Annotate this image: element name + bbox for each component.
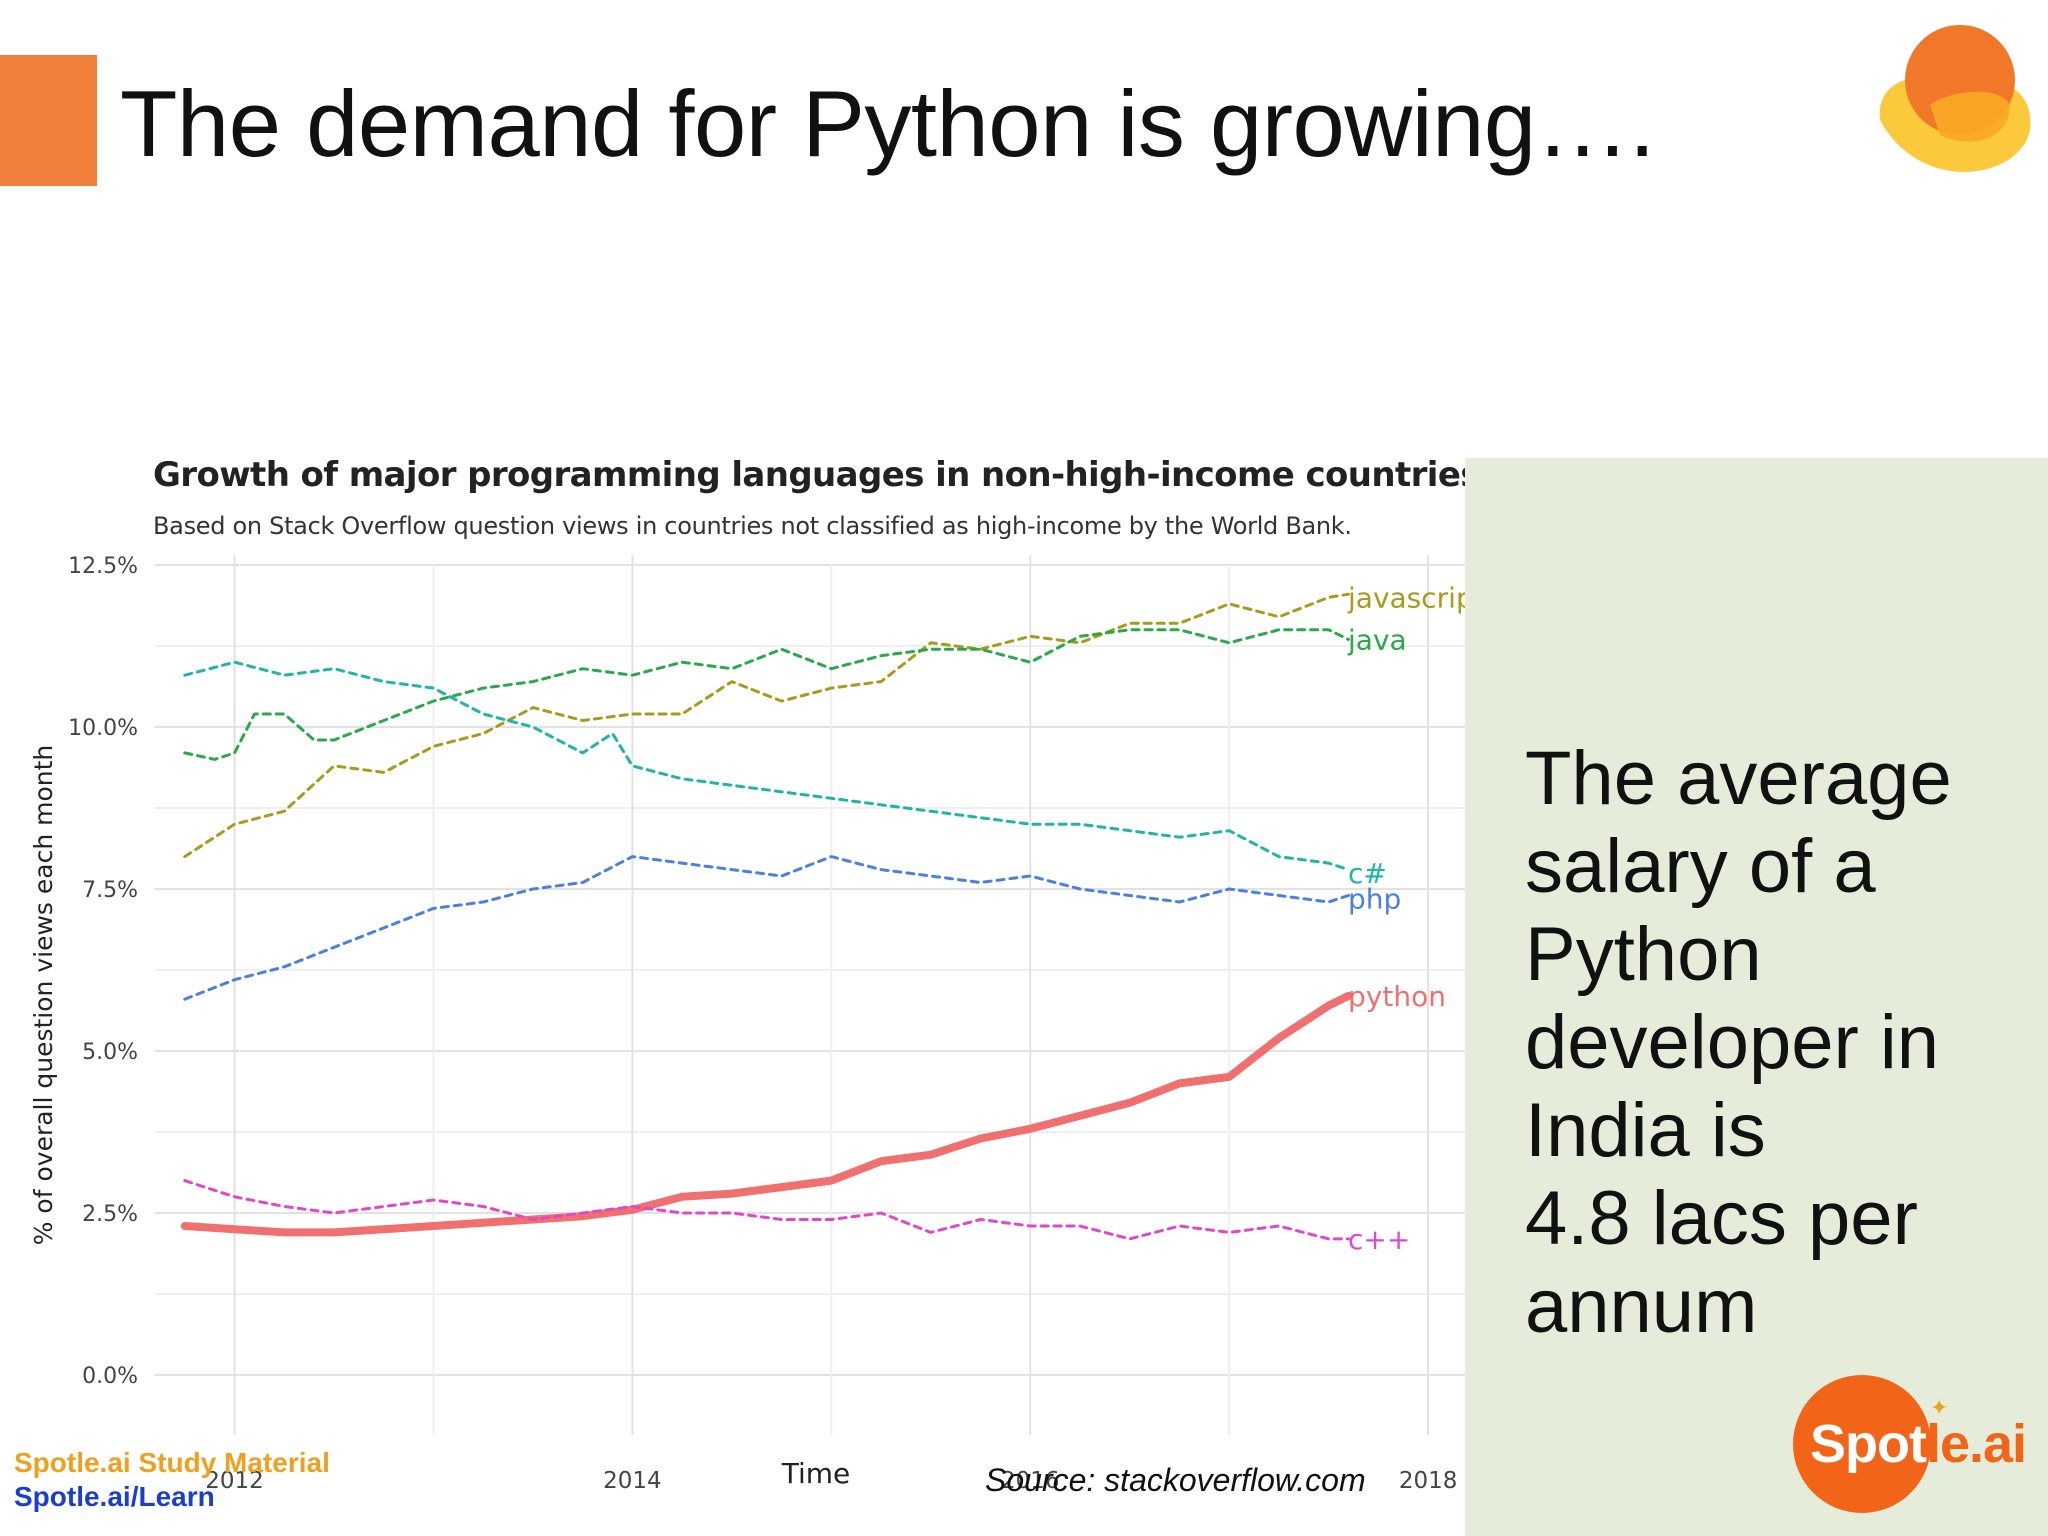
badge-wordmark-main: Spot (1810, 1414, 1927, 1474)
salary-panel (1465, 458, 2048, 1536)
y-tick-label: 0.0% (82, 1364, 138, 1389)
title-accent-block (0, 55, 97, 186)
series-line-cplusplus (183, 1179, 1350, 1241)
y-tick-label: 5.0% (82, 1040, 138, 1065)
series-label: java (1347, 624, 1407, 657)
chart-subtitle: Based on Stack Overflow question views i… (153, 512, 1352, 540)
x-tick-label: 2018 (1399, 1468, 1458, 1494)
x-tick-label: 2014 (603, 1468, 662, 1494)
chart-area: 0.0% 2.5% 5.0% 7.5% 10.0% 12.5% 2012 2014 2016 20… (0, 440, 1480, 1536)
chart-title: Growth of major programming languages in… (153, 455, 1481, 495)
salary-line: salary of a (1525, 824, 1876, 909)
y-axis-label: % of overall question views each month (29, 745, 58, 1246)
salary-line: annum (1525, 1264, 1758, 1349)
salary-text: The average salary of a Python developer… (1525, 735, 2025, 1351)
study-material-label: Spotle.ai Study Material (14, 1447, 330, 1478)
x-tick-label: 2012 (205, 1468, 264, 1494)
sparkle-icon: ✦ (1930, 1395, 1949, 1420)
series-label: php (1348, 883, 1401, 916)
salary-line: The average (1525, 736, 1952, 821)
spotle-logo-icon (1879, 25, 2031, 172)
salary-line: Python (1525, 912, 1762, 997)
line-chart: 0.0% 2.5% 5.0% 7.5% 10.0% 12.5% 2012 2014 2016 20… (29, 554, 1480, 1494)
x-axis-label: Time (781, 1457, 851, 1490)
slide-title: The demand for Python is growing…. (120, 71, 1655, 176)
series-label: python (1348, 980, 1446, 1013)
y-tick-label: 2.5% (82, 1202, 138, 1227)
spotle-badge: Spotle.ai ✦ (1790, 1375, 2040, 1525)
y-tick-label: 12.5% (68, 554, 138, 579)
series-label: c++ (1348, 1223, 1410, 1256)
y-tick-label: 10.0% (68, 716, 138, 741)
source-label: Source: stackoverflow.com (985, 1462, 1366, 1498)
series-line-csharp (183, 660, 1350, 872)
salary-line: India is (1525, 1088, 1766, 1173)
salary-line: developer in (1525, 1000, 1940, 1085)
salary-line: 4.8 lacs per (1525, 1176, 1918, 1261)
series-line-javascript (183, 592, 1350, 859)
series-line-java (183, 628, 1350, 761)
series-line-python (180, 991, 1353, 1237)
series-label: c# (1348, 857, 1387, 890)
y-tick-label: 7.5% (82, 878, 138, 903)
learn-link[interactable]: Spotle.ai/Learn (14, 1481, 215, 1512)
series-label: javascript (1347, 581, 1480, 614)
badge-circle (1793, 1375, 1931, 1513)
badge-wordmark-tail: le.ai (1925, 1414, 2027, 1474)
badge-wordmark: Spotle.ai (1810, 1413, 2027, 1475)
series-line-php (183, 855, 1350, 1001)
x-tick-label: 2016 (1001, 1468, 1060, 1494)
